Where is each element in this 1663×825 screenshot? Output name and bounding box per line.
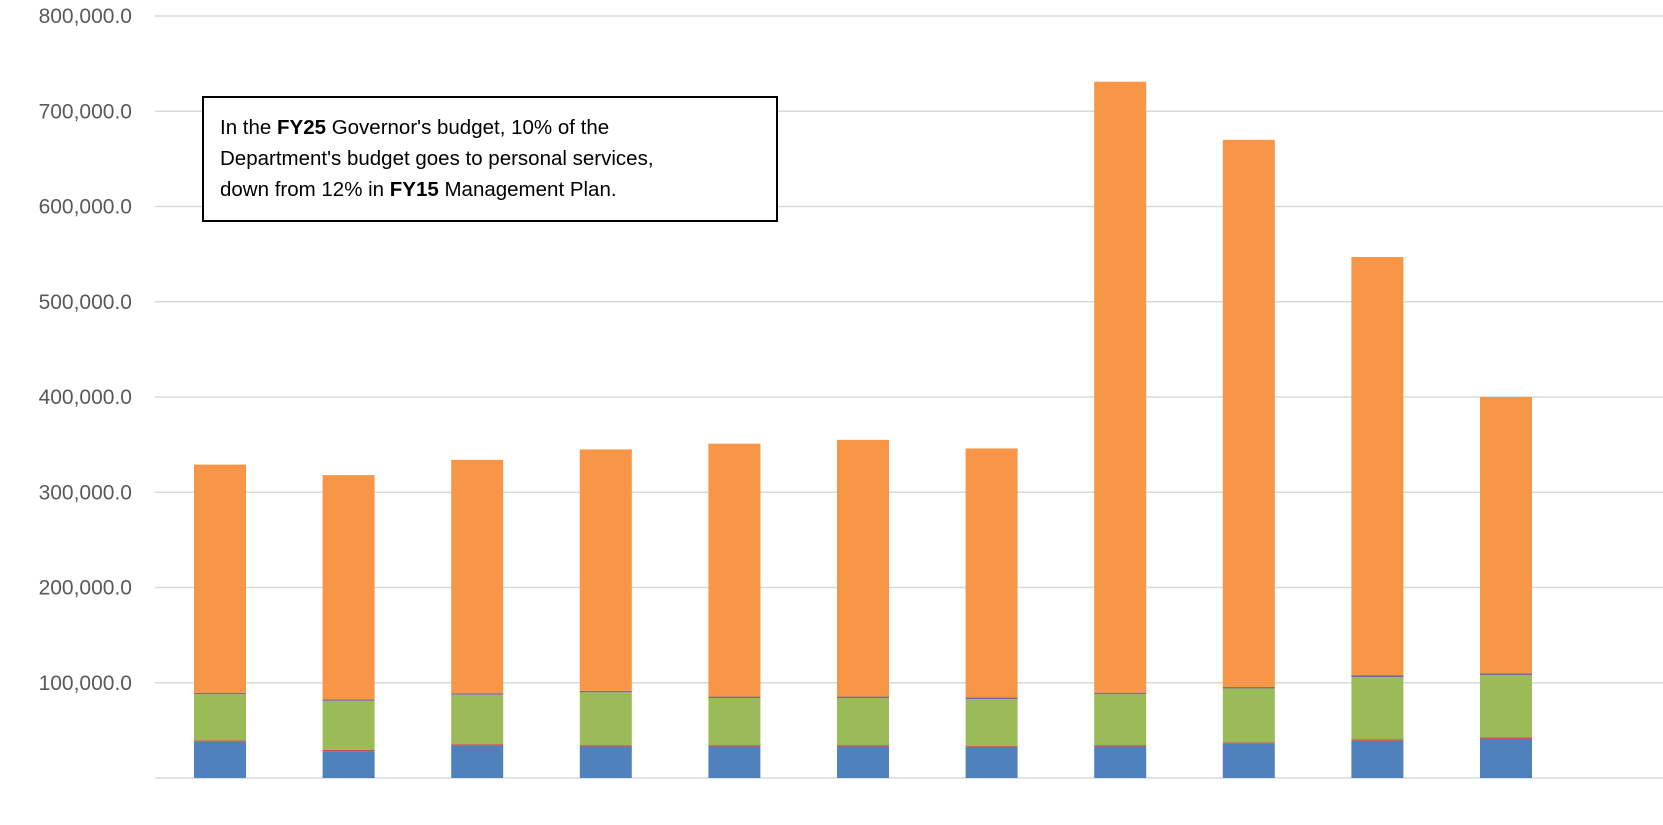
bar-1-series-3 — [322, 699, 375, 701]
y-tick-label-6: 700,000.0 — [39, 100, 132, 123]
bar-4-series-4 — [708, 443, 761, 697]
bar-8-series-4 — [1222, 139, 1275, 688]
bar-5-series-3 — [837, 696, 889, 698]
bar-5-series-2 — [837, 697, 889, 746]
bar-6-series-3 — [965, 697, 1018, 699]
bar-8-series-2 — [1222, 688, 1275, 743]
bar-6-series-1 — [965, 746, 1018, 748]
bar-10-series-3 — [1480, 673, 1532, 676]
bar-8-series-3 — [1222, 687, 1275, 689]
bar-0-series-2 — [194, 694, 246, 741]
bar-5-series-1 — [837, 745, 889, 747]
annotation-bold-fy25: FY25 — [277, 116, 326, 139]
bar-0-series-0 — [194, 741, 246, 778]
bar-2-series-4 — [451, 459, 504, 694]
y-tick-label-7: 800,000.0 — [39, 5, 132, 28]
bar-2-series-3 — [451, 693, 504, 695]
bar-7-series-2 — [1094, 694, 1147, 746]
y-tick-label-2: 300,000.0 — [39, 481, 132, 504]
bar-3-series-2 — [579, 692, 632, 746]
bar-9-series-2 — [1351, 677, 1404, 740]
bar-1-series-1 — [322, 749, 375, 752]
bar-1-series-2 — [322, 700, 375, 750]
bar-2-series-0 — [451, 745, 504, 778]
bar-6-series-4 — [965, 448, 1018, 698]
bar-8-series-1 — [1222, 742, 1275, 744]
y-tick-label-5: 600,000.0 — [39, 196, 132, 219]
bar-8-series-0 — [1222, 743, 1275, 778]
bar-3-series-1 — [579, 745, 632, 747]
bar-9-series-1 — [1351, 739, 1404, 741]
bar-3-series-4 — [579, 449, 632, 691]
bar-10-series-2 — [1480, 675, 1532, 738]
bar-2-series-1 — [451, 744, 504, 746]
bar-4-series-3 — [708, 696, 761, 698]
bar-3-series-0 — [579, 746, 632, 778]
bar-9-series-4 — [1351, 256, 1404, 676]
bar-10-series-1 — [1480, 737, 1532, 739]
bar-5-series-0 — [837, 746, 889, 778]
y-tick-label-1: 200,000.0 — [39, 577, 132, 600]
bar-4-series-1 — [708, 745, 761, 747]
bar-6-series-2 — [965, 698, 1018, 747]
bar-4-series-0 — [708, 746, 761, 778]
y-tick-label-0: 100,000.0 — [39, 672, 132, 695]
bar-7-series-4 — [1094, 81, 1147, 693]
bar-5-series-4 — [837, 439, 889, 697]
bar-4-series-2 — [708, 697, 761, 746]
bar-7-series-1 — [1094, 745, 1147, 747]
bar-6-series-0 — [965, 747, 1018, 778]
bar-0-series-1 — [194, 740, 246, 742]
annotation-line-3: down from 12% in FY15 Management Plan. — [220, 178, 617, 201]
bar-1-series-0 — [322, 751, 375, 778]
bar-0-series-3 — [194, 692, 246, 695]
bar-2-series-2 — [451, 694, 504, 745]
annotation-line-1: In the FY25 Governor's budget, 10% of th… — [220, 116, 610, 139]
y-tick-label-4: 500,000.0 — [39, 291, 132, 314]
bar-3-series-3 — [579, 690, 632, 693]
y-tick-label-3: 400,000.0 — [39, 386, 132, 409]
bar-0-series-4 — [194, 464, 246, 693]
annotation-callout: In the FY25 Governor's budget, 10% of th… — [202, 96, 778, 222]
bar-10-series-4 — [1480, 397, 1532, 674]
bar-10-series-0 — [1480, 738, 1532, 778]
bar-9-series-0 — [1351, 740, 1404, 778]
bar-7-series-0 — [1094, 746, 1147, 778]
annotation-bold-fy15: FY15 — [389, 178, 439, 201]
annotation-line-2: Department's budget goes to personal ser… — [220, 147, 654, 170]
bar-7-series-3 — [1094, 692, 1147, 695]
bar-1-series-4 — [322, 475, 375, 700]
bar-9-series-3 — [1351, 675, 1404, 678]
